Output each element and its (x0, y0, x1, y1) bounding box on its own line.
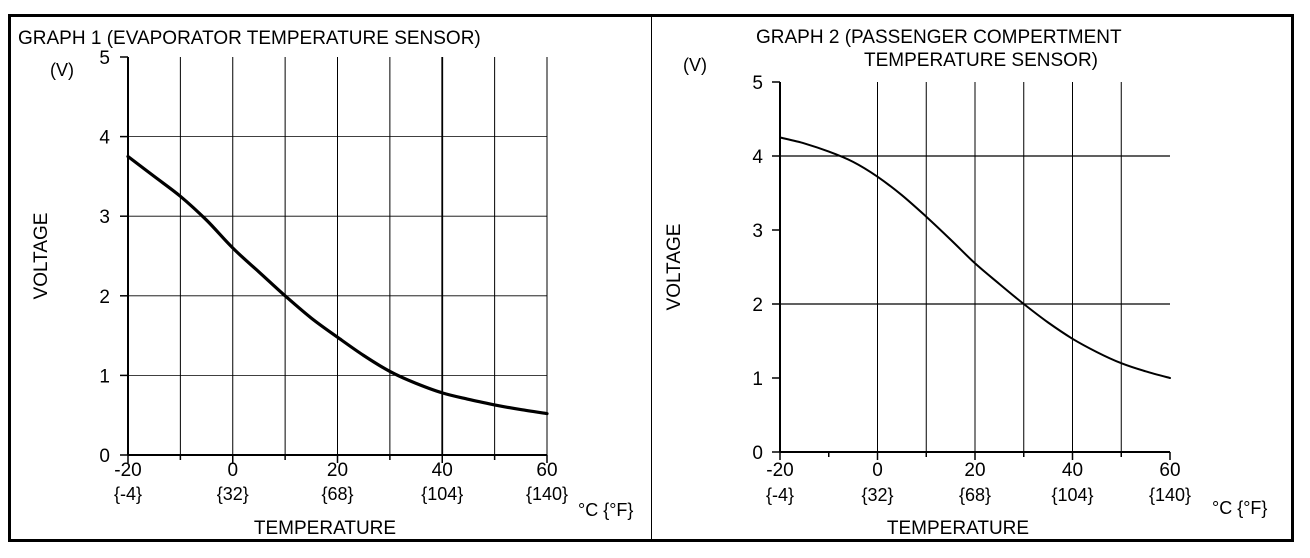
x-tick-label-f: {32} (217, 484, 249, 504)
x-tick-label-f: {104} (421, 484, 463, 504)
y-tick-label: 0 (752, 443, 763, 464)
y-tick-label: 5 (99, 48, 110, 69)
y-tick-label: 1 (752, 369, 763, 390)
series-line (779, 136, 1171, 379)
x-tick-label-c: 20 (964, 460, 985, 481)
y-tick-label: 1 (99, 366, 110, 387)
series-line (126, 154, 549, 416)
x-tick-label-c: -20 (766, 460, 793, 481)
y-tick-label: 3 (99, 207, 110, 228)
y-tick-label: 2 (99, 287, 110, 308)
x-unit-label: °C {°F} (1212, 498, 1267, 518)
chart-title-line: GRAPH 2 (PASSENGER COMPERTMENT (756, 27, 1122, 48)
y-unit-label: (V) (50, 60, 74, 80)
x-tick-label-f: {-4} (114, 484, 142, 504)
y-tick-label: 4 (752, 147, 763, 168)
x-tick-label-f: {140} (1149, 485, 1191, 505)
x-tick-label-f: {-4} (766, 485, 794, 505)
x-unit-label: °C {°F} (578, 500, 633, 520)
x-axis-label: TEMPERATURE (887, 518, 1029, 539)
x-tick-label-f: {68} (959, 485, 991, 505)
chart-title-line: GRAPH 1 (EVAPORATOR TEMPERATURE SENSOR) (18, 28, 481, 49)
y-unit-label: (V) (683, 55, 707, 75)
x-tick-label-c: 40 (432, 460, 453, 481)
x-tick-label-c: 0 (227, 460, 238, 481)
y-tick-label: 4 (99, 128, 110, 149)
y-tick-label: 3 (752, 221, 763, 242)
x-axis-label: TEMPERATURE (254, 518, 396, 539)
chart-title: GRAPH 2 (PASSENGER COMPERTMENT TEMPERATUR… (756, 27, 1122, 71)
y-tick-label: 2 (752, 295, 763, 316)
y-tick-label: 0 (99, 446, 110, 467)
x-tick-label-c: 20 (327, 460, 348, 481)
x-tick-label-c: 40 (1062, 460, 1083, 481)
panel-divider (651, 14, 652, 542)
x-tick-label-f: {104} (1051, 485, 1093, 505)
chart-title-line: TEMPERATURE SENSOR) (864, 50, 1098, 71)
chart-1: GRAPH 1 (EVAPORATOR TEMPERATURE SENSOR) (… (18, 28, 633, 539)
y-tick-label: 5 (752, 73, 763, 94)
x-tick-label-c: -20 (114, 460, 141, 481)
x-tick-label-f: {32} (861, 485, 893, 505)
chart-2: GRAPH 2 (PASSENGER COMPERTMENT TEMPERATUR… (664, 27, 1267, 539)
y-axis-label: VOLTAGE (31, 213, 52, 300)
x-tick-label-c: 0 (872, 460, 883, 481)
chart-title: GRAPH 1 (EVAPORATOR TEMPERATURE SENSOR) (18, 28, 481, 49)
x-tick-label-f: {68} (321, 484, 353, 504)
x-tick-label-c: 60 (536, 460, 557, 481)
y-axis-label: VOLTAGE (664, 224, 685, 311)
x-tick-label-c: 60 (1159, 460, 1180, 481)
x-tick-label-f: {140} (526, 484, 568, 504)
